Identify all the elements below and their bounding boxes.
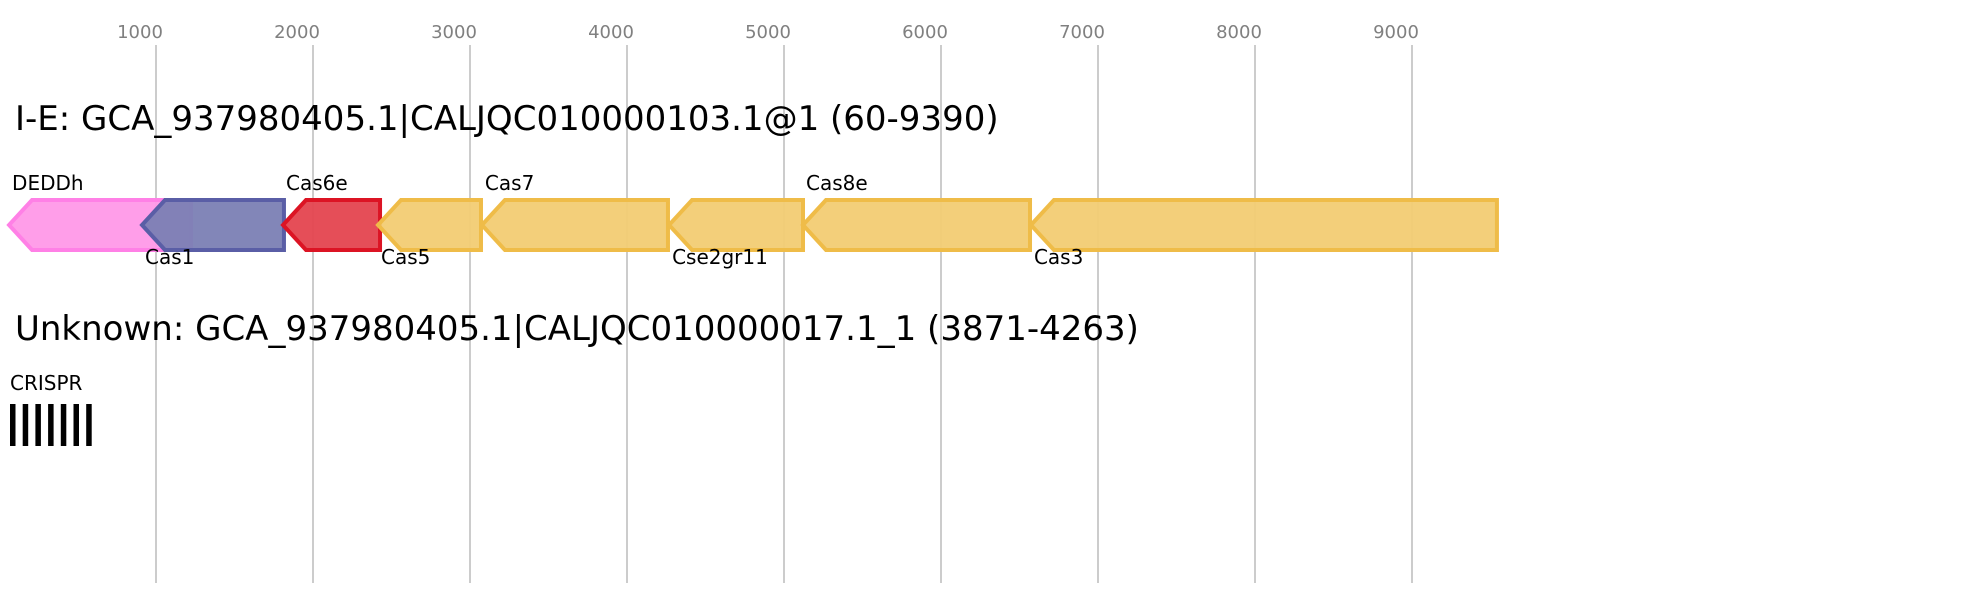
crispr-repeat (10, 404, 16, 446)
crispr-repeat (73, 404, 79, 446)
tick-label: 6000 (902, 22, 948, 43)
crispr-array (10, 404, 92, 446)
gene-label-cas3: Cas3 (1034, 245, 1083, 269)
tick-label: 2000 (274, 22, 320, 43)
locus-title-ie: I-E: GCA_937980405.1|CALJQC010000103.1@1… (15, 99, 999, 139)
gene-arrow-cse2gr11[interactable] (666, 198, 805, 252)
gene-track: DEDDh Cas1 Cas6e Cas5 Cas7 Cse2gr11 Cas8e Cas3 (6, 171, 1499, 269)
crispr-repeat (22, 404, 29, 446)
crispr-repeat (48, 404, 54, 446)
gene-label-deddh: DEDDh (12, 171, 84, 195)
crispr-label: CRISPR (10, 371, 83, 395)
tick-label: 1000 (117, 22, 163, 43)
axis-gridlines (155, 45, 1413, 583)
tick-label: 5000 (745, 22, 791, 43)
gene-label-cse2gr11: Cse2gr11 (672, 245, 768, 269)
gene-label-cas7: Cas7 (485, 171, 534, 195)
gene-arrow-cas7[interactable] (479, 198, 670, 252)
tick-label: 8000 (1216, 22, 1262, 43)
locus-title-unknown: Unknown: GCA_937980405.1|CALJQC010000017… (15, 309, 1139, 349)
gene-arrow-cas1[interactable] (139, 198, 286, 252)
tick-label: 9000 (1373, 22, 1419, 43)
gene-arrow-cas6e[interactable] (280, 198, 383, 252)
gene-label-cas8e: Cas8e (806, 171, 868, 195)
tick-label: 7000 (1059, 22, 1105, 43)
crispr-repeat (35, 404, 41, 446)
gene-label-cas1: Cas1 (145, 245, 194, 269)
gene-label-cas5: Cas5 (381, 245, 430, 269)
tick-label: 4000 (588, 22, 634, 43)
crispr-repeat (60, 404, 67, 446)
gene-arrow-cas8e[interactable] (800, 198, 1033, 252)
gene-arrow-cas5[interactable] (375, 198, 483, 252)
gene-label-cas6e: Cas6e (286, 171, 348, 195)
tick-label: 3000 (431, 22, 477, 43)
axis-tick-labels: 1000 2000 3000 4000 5000 6000 7000 8000 9000 (117, 22, 1419, 43)
crispr-repeat (86, 404, 92, 446)
gene-arrow-cas3[interactable] (1028, 198, 1499, 252)
